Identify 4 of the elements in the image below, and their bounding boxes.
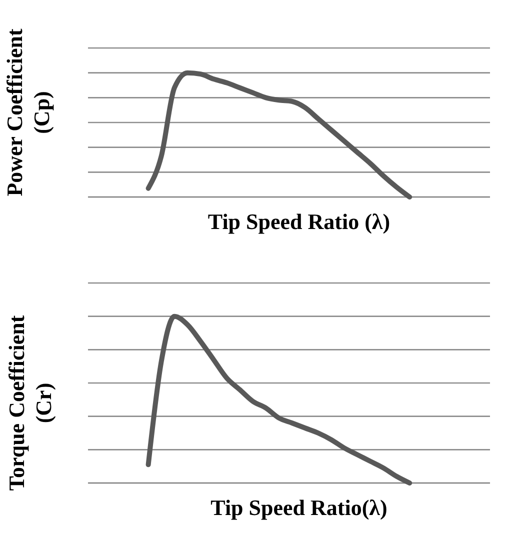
x-axis-title: Tip Speed Ratio (λ) [208,209,390,234]
y-axis-title: Power Coefficient (Cp) [2,28,54,196]
y-axis-title: Torque Coefficient (Cr) [4,314,56,491]
x-axis-title: Tip Speed Ratio(λ) [210,495,388,520]
